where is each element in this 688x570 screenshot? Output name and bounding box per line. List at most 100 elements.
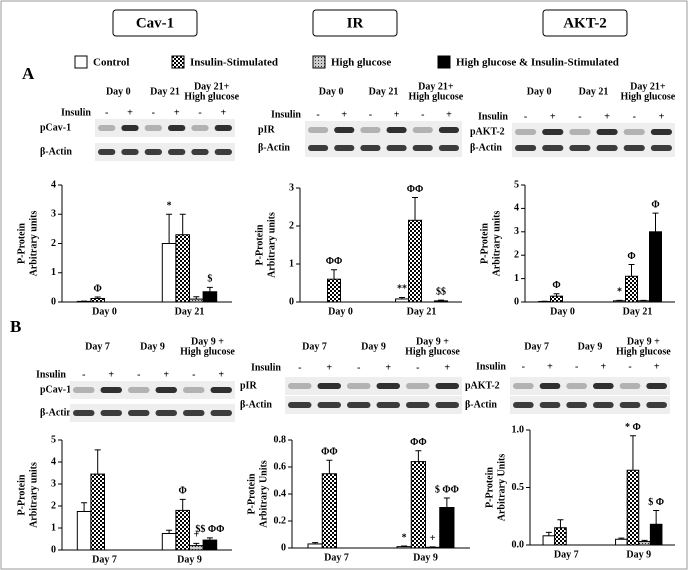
bar [626,469,640,546]
y-tick-label: 3 [289,182,294,193]
blot-band [650,129,672,135]
lane-label: Day 21 [369,86,399,97]
bar [425,546,441,549]
insulin-label: Insulin [36,369,66,380]
insulin-sign: - [192,369,195,380]
blot-band [210,387,232,393]
blot-band [308,127,329,133]
blot-band [646,383,667,389]
x-tick-label: Day 21 [175,306,205,317]
annotation: $ ΦΦ [435,484,459,495]
error-bar [618,537,625,540]
bar [396,546,412,549]
blot-band [593,402,614,408]
lane-label: Day 21 [579,86,609,97]
bar [307,543,323,549]
y-tick-label: 2 [289,220,294,231]
blot-band [596,145,618,151]
blot-band [386,127,407,133]
blot-band [542,129,564,135]
y-tick-label: 0.5 [512,482,525,493]
lane-label: High glucose [180,346,235,357]
error-bar [166,529,173,534]
y-axis-label: P-Protein [16,474,27,515]
insulin-sign: + [174,107,180,118]
header: Cav-1 [136,15,174,31]
bar [649,523,663,546]
bar [90,473,106,551]
lane-label: Day 21+ [418,81,454,92]
bar [90,297,106,303]
insulin-sign: + [341,109,347,120]
insulin-sign: + [446,109,452,120]
y-tick-label: 2 [514,249,519,260]
blot-bg [512,139,675,157]
bar [395,298,410,303]
error-bar [206,537,213,541]
blot-band [191,149,209,155]
blot-band [334,145,355,151]
y-axis-label: P-Protein [484,467,495,508]
header: IR [347,15,364,31]
insulin-sign: - [575,361,578,372]
blot-band [435,402,459,408]
bar [433,300,448,303]
y-axis-label: Arbitrary Units [258,460,269,528]
blot-band [515,129,537,135]
annotation: ** [397,284,407,295]
blot-band [347,402,371,408]
bar [637,300,650,303]
blot-band [347,383,371,389]
row-label: pIR [258,124,275,135]
header-box [542,9,628,37]
blot-band [334,127,355,133]
blot-bg [510,377,670,395]
y-tick-label: 0 [51,544,56,555]
lane-label: Day 7 [302,341,327,352]
y-axis-label: Arbitrary units [28,462,39,528]
y-tick-label: 1 [51,267,56,278]
blot-band [513,383,534,389]
bar [321,473,338,549]
row-label: pIR [240,380,257,391]
bar [202,291,218,303]
error-bar [553,293,560,297]
x-tick-label: Day 21 [407,306,437,317]
blot-bg [510,396,670,414]
error-bar [331,269,338,280]
error-bar [629,435,636,471]
blot-band [619,402,641,408]
blot-band [144,149,162,155]
legend-swatch [74,55,88,69]
insulin-sign: + [385,362,391,373]
insulin-label: Insulin [271,109,301,120]
lane-label: Day 21+ [194,81,230,92]
error-bar [326,459,333,474]
annotation: $ [207,274,212,285]
x-tick-label: Day 0 [92,306,117,317]
blot-band [623,145,645,151]
blot-band [539,402,561,408]
blot-band [288,402,312,408]
error-bar [94,449,101,475]
blot-band [210,410,232,416]
bar [613,300,626,303]
insulin-sign: - [578,111,581,122]
insulin-sign: + [444,362,450,373]
lane-label: Day 9 + [627,336,660,347]
error-bar [81,502,88,512]
error-bar [412,197,419,221]
bar [175,234,190,303]
insulin-sign: + [547,361,553,372]
lane-label: High glucose [616,346,671,357]
insulin-sign: - [369,109,372,120]
y-tick-label: 0.0 [512,539,525,550]
blot-band [406,402,430,408]
bar [189,298,204,303]
blot-bg [95,143,235,161]
y-tick-label: 0 [281,542,286,553]
blot-band [406,383,430,389]
error-bar [312,542,319,544]
annotation: * Φ [625,422,641,433]
blot-band [566,402,587,408]
